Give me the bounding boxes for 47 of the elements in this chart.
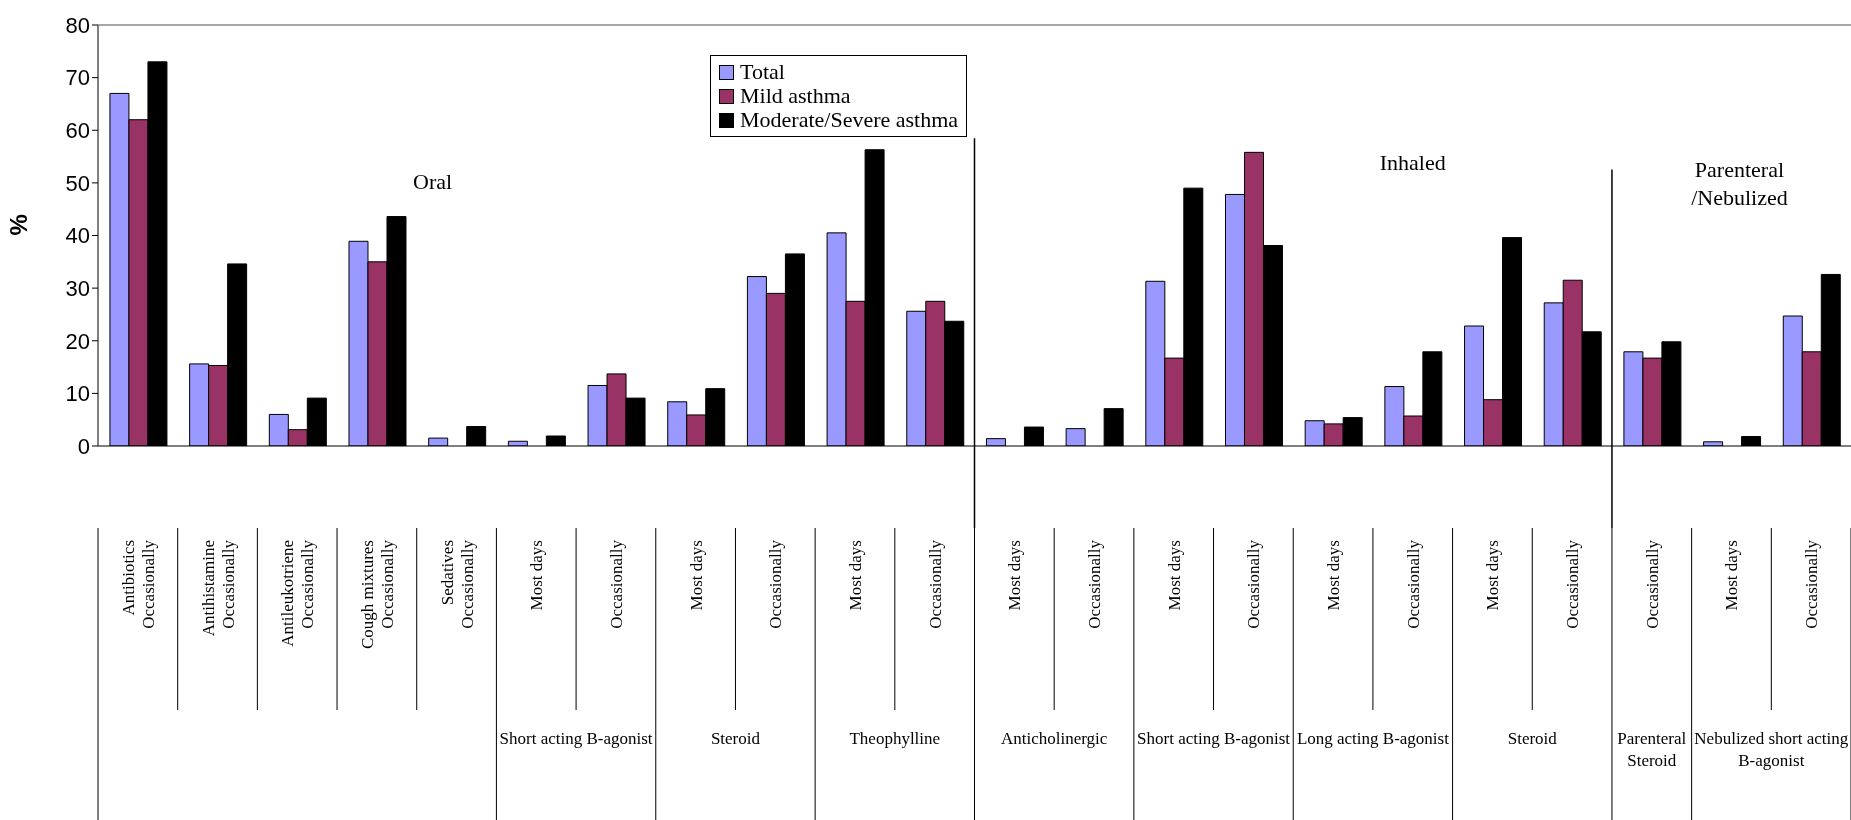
x-tick-label: Most days <box>1324 540 1344 611</box>
text: Theophylline <box>848 728 942 750</box>
text: Parenteral Steroid <box>1616 728 1688 772</box>
y-axis-title: % <box>4 214 32 236</box>
x-tick-label: Most days <box>1722 540 1742 611</box>
x-tick-label: Antibiotics Occasionally <box>118 539 158 629</box>
y-tick-label: 80 <box>65 12 90 38</box>
x-tick-label: Most days <box>1005 540 1025 611</box>
text: Short acting B-agonist <box>1136 728 1292 750</box>
y-tick-label: 10 <box>65 381 90 407</box>
x-tick-label: Occasionally <box>1403 539 1423 629</box>
legend-label: Total <box>740 59 785 84</box>
y-tick-label: 0 <box>77 433 90 459</box>
x-tick-label: Most days <box>845 540 865 611</box>
y-tick-label: 70 <box>65 65 90 91</box>
text: Nebulized short acting B-agonist <box>1693 728 1849 772</box>
text: Steroid <box>1506 728 1558 750</box>
x-tick-label: Most days <box>1164 540 1184 611</box>
x-tick-label: Sedatives Occasionally <box>437 539 477 629</box>
x-tick-label: Occasionally <box>1802 539 1822 629</box>
x-tick-label: Antileukotriene Occasionally <box>278 539 318 647</box>
text: Anticholinergic <box>1000 728 1109 750</box>
x-tick-label: Occasionally <box>1642 539 1662 629</box>
x-tick-label: Occasionally <box>1563 539 1583 629</box>
y-tick-label: 40 <box>65 223 90 249</box>
annotation: Oral <box>412 168 454 197</box>
y-tick-label: 30 <box>65 275 90 301</box>
text: Short acting B-agonist <box>498 728 654 750</box>
y-tick-label: 50 <box>65 170 90 196</box>
annotation: Inhaled <box>1378 149 1447 178</box>
x-tick-label: Occasionally <box>766 539 786 629</box>
text: Long acting B-agonist <box>1295 728 1450 750</box>
x-tick-label: Occasionally <box>606 539 626 629</box>
y-tick-label: 60 <box>65 118 90 144</box>
x-tick-label: Occasionally <box>1244 539 1264 629</box>
x-tick-label: Occasionally <box>1085 539 1105 629</box>
x-tick-label: Occasionally <box>925 539 945 629</box>
x-tick-label: Cough mixtures Occasionally <box>357 539 397 650</box>
legend-label: Mild asthma <box>740 83 851 108</box>
text: Steroid <box>709 728 761 750</box>
legend-label: Moderate/Severe asthma <box>740 107 959 132</box>
annotation: Parenteral /Nebulized <box>1690 155 1789 212</box>
x-tick-label: Most days <box>527 540 547 611</box>
y-tick-label: 20 <box>65 328 90 354</box>
x-tick-label: Antihistamine Occasionally <box>198 539 238 637</box>
x-tick-label: Most days <box>1483 540 1503 611</box>
x-tick-label: Most days <box>686 540 706 611</box>
